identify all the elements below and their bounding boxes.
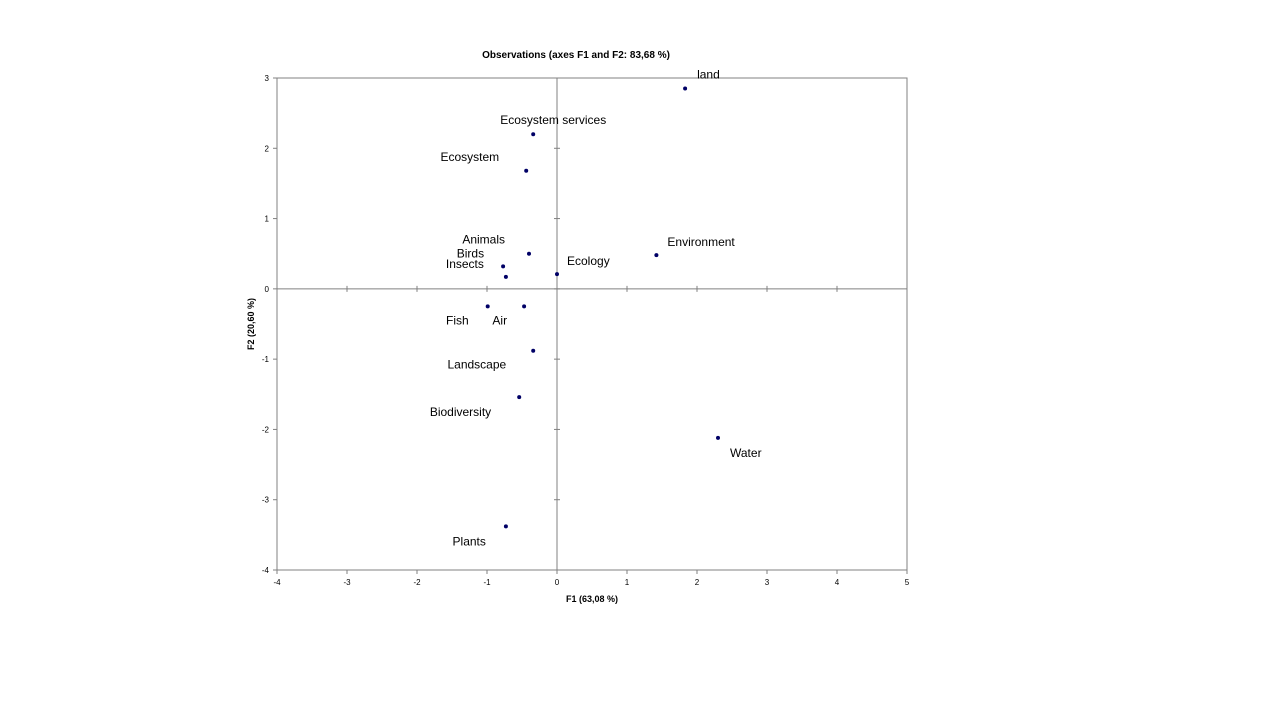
data-label: Environment <box>667 235 735 249</box>
data-label: Ecosystem services <box>500 113 606 127</box>
data-label: Air <box>492 313 507 327</box>
data-label: Birds <box>457 246 484 260</box>
data-point <box>527 251 531 256</box>
data-points <box>485 86 720 529</box>
x-axis-title: F1 (63,08 %) <box>566 594 618 604</box>
data-point <box>503 274 508 279</box>
data-label: Water <box>730 446 762 460</box>
y-tick-label: -4 <box>262 566 270 575</box>
y-tick-label: 3 <box>265 74 270 83</box>
data-label: Animals <box>462 233 505 247</box>
data-label: Biodiversity <box>430 405 491 419</box>
data-point <box>503 524 508 529</box>
data-point <box>531 348 536 353</box>
data-point <box>517 395 522 400</box>
data-point <box>555 272 559 277</box>
x-tick-label: -2 <box>413 578 421 587</box>
x-tick-label: -3 <box>343 578 351 587</box>
x-tick-label: 1 <box>625 578 630 587</box>
x-tick-label: 0 <box>555 578 560 587</box>
data-label: Fish <box>446 313 469 327</box>
data-point <box>501 264 506 269</box>
x-tick-labels: -4 -3 -2 -1 0 1 2 3 4 5 <box>273 578 909 587</box>
y-tick-label: 0 <box>265 285 270 294</box>
x-tick-label: 2 <box>695 578 700 587</box>
data-point <box>716 435 720 440</box>
data-label: Insects <box>446 257 484 271</box>
data-label: Landscape <box>447 358 506 372</box>
y-axis-title: F2 (20,60 %) <box>246 298 256 350</box>
data-label: land <box>697 68 720 82</box>
axes <box>273 77 908 574</box>
data-point <box>485 304 490 309</box>
plot-area-border <box>276 77 908 571</box>
y-tick-label: -3 <box>262 496 270 505</box>
x-tick-label: 5 <box>905 578 910 587</box>
y-tick-label: -2 <box>262 425 270 434</box>
y-tick-labels: -4 -3 -2 -1 0 1 2 3 <box>262 74 270 575</box>
x-tick-label: -4 <box>273 578 281 587</box>
data-point <box>531 132 536 137</box>
y-tick-label: 2 <box>265 144 270 153</box>
data-label: Ecosystem <box>441 150 500 164</box>
chart-title: Observations (axes F1 and F2: 83,68 %) <box>482 50 670 61</box>
y-tick-label: -1 <box>262 355 270 364</box>
data-label: Plants <box>453 534 486 548</box>
data-point <box>524 168 529 173</box>
x-tick-label: 3 <box>765 578 770 587</box>
data-label: Ecology <box>567 254 610 268</box>
y-tick-label: 1 <box>265 215 270 224</box>
data-point <box>522 304 527 309</box>
x-tick-label: -1 <box>483 578 491 587</box>
x-tick-label: 4 <box>835 578 840 587</box>
data-point <box>654 253 659 258</box>
data-point <box>683 86 688 91</box>
